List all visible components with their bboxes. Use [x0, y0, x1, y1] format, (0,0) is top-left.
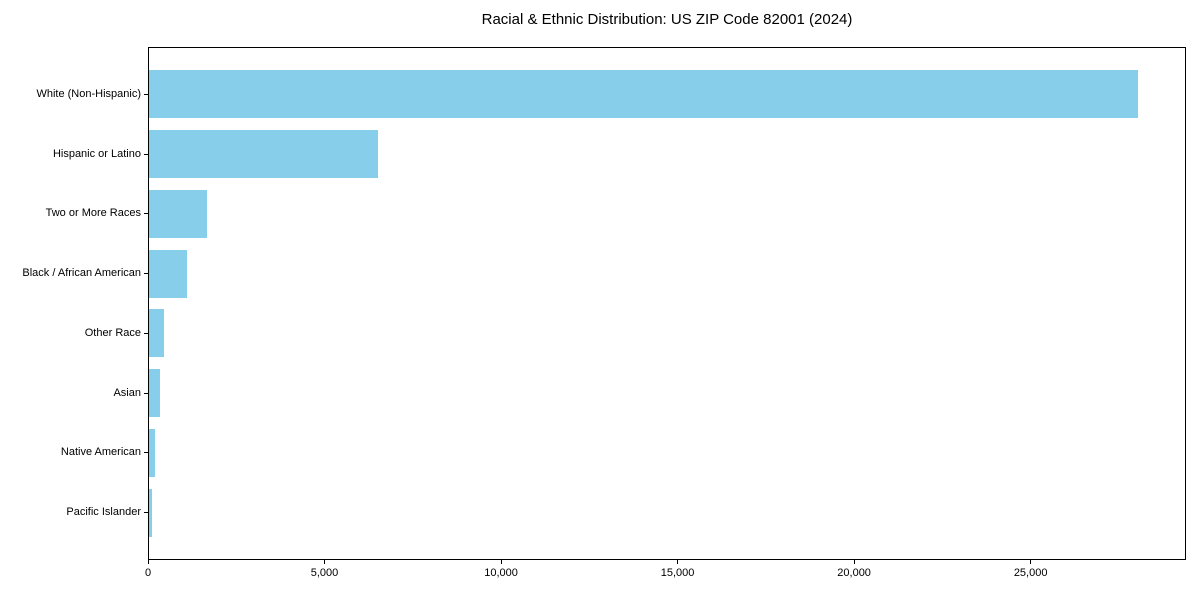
- y-tick-mark: [144, 153, 148, 155]
- x-tick-mark: [1030, 560, 1032, 564]
- y-tick-mark: [144, 392, 148, 394]
- y-tick-label: Hispanic or Latino: [52, 147, 141, 160]
- chart-title: Racial & Ethnic Distribution: US ZIP Cod…: [481, 11, 853, 28]
- y-tick-mark: [144, 93, 148, 95]
- x-tick-label: 20,000: [837, 567, 871, 579]
- y-tick-label: White (Non-Hispanic): [36, 87, 141, 100]
- bar: [149, 369, 160, 418]
- y-tick-label: Black / African American: [22, 267, 141, 280]
- x-tick-mark: [500, 560, 502, 564]
- bar: [149, 249, 188, 298]
- y-tick-label: Two or More Races: [45, 207, 141, 220]
- x-tick-label: 10,000: [484, 567, 518, 579]
- x-tick-mark: [324, 560, 326, 564]
- x-tick-label: 25,000: [1013, 567, 1048, 579]
- y-tick-label: Asian: [113, 386, 141, 399]
- x-tick-label: 0: [144, 567, 152, 579]
- bar: [149, 309, 164, 358]
- y-tick-mark: [144, 273, 148, 275]
- y-tick-mark: [144, 213, 148, 215]
- y-tick-label: Native American: [60, 446, 141, 459]
- x-tick-mark: [677, 560, 679, 564]
- y-tick-mark: [144, 452, 148, 454]
- x-tick-mark: [853, 560, 855, 564]
- bar: [149, 488, 152, 537]
- x-tick-label: 5,000: [310, 567, 339, 579]
- bar: [149, 189, 208, 238]
- bar: [149, 70, 1138, 119]
- y-tick-label: Pacific Islander: [66, 506, 141, 519]
- plot-area: [148, 47, 1186, 560]
- bar: [149, 130, 379, 178]
- bar: [149, 429, 156, 477]
- y-tick-label: Other Race: [84, 326, 141, 339]
- y-tick-mark: [144, 512, 148, 514]
- y-tick-mark: [144, 332, 148, 334]
- x-tick-mark: [147, 560, 149, 564]
- x-tick-label: 15,000: [660, 567, 695, 579]
